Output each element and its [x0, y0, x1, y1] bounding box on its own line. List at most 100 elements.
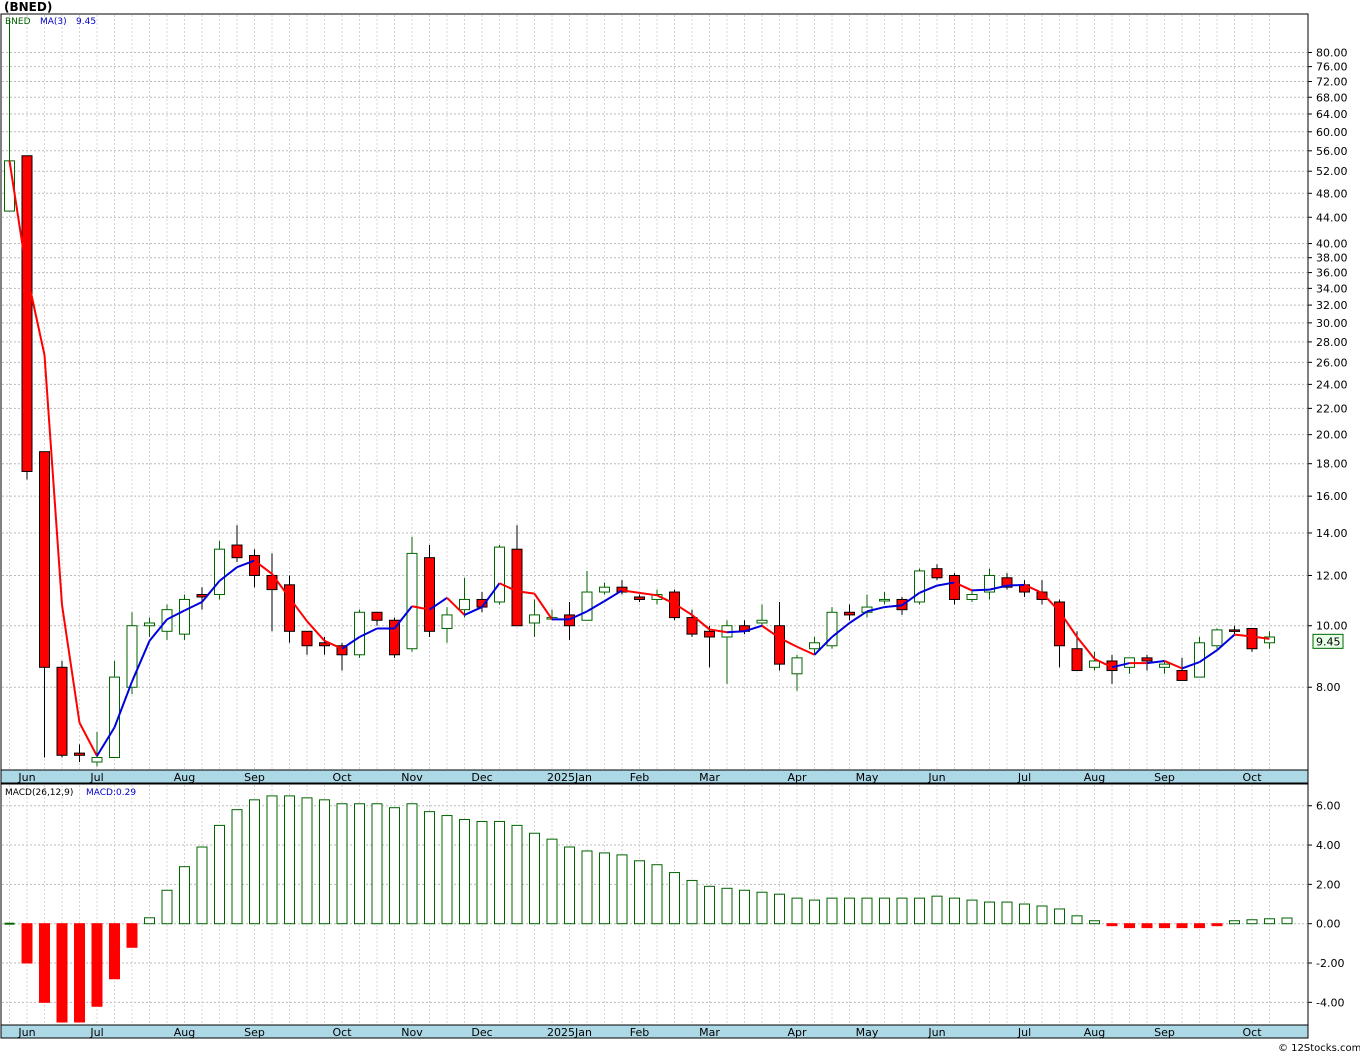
candle-body	[529, 614, 540, 624]
candle-body	[966, 593, 978, 600]
macd-bar	[1246, 919, 1258, 925]
ma-segment	[691, 614, 711, 631]
ma-segment	[1094, 657, 1113, 669]
candle	[704, 625, 715, 668]
candle	[1176, 657, 1188, 681]
macd-bar	[441, 815, 453, 925]
macd-bar	[1211, 923, 1223, 927]
candle-body	[809, 642, 820, 650]
candle-body	[231, 544, 243, 559]
price-tick-label: 80.00	[1316, 46, 1348, 59]
macd-bar	[91, 923, 103, 1007]
ma-segment	[586, 600, 606, 613]
price-tick-label: 72.00	[1316, 76, 1348, 89]
macd-bar	[896, 897, 908, 925]
macd-tick-label: -4.00	[1316, 996, 1344, 1009]
candle-body	[424, 557, 435, 632]
candle-body	[441, 614, 453, 630]
candle-body	[616, 586, 628, 593]
price-tick-label: 14.00	[1316, 527, 1348, 540]
price-tick-label: 40.00	[1316, 238, 1348, 251]
ma-segment	[656, 594, 675, 605]
ma-segment	[324, 639, 343, 650]
month-label: Mar	[699, 771, 720, 784]
macd-bar	[459, 818, 470, 925]
macd-bar	[949, 897, 960, 925]
macd-bar	[1001, 901, 1013, 925]
candle-body	[1176, 670, 1188, 681]
price-tick-label: 64.00	[1316, 108, 1348, 121]
candle	[949, 573, 960, 605]
candle	[91, 732, 103, 767]
macd-bar	[319, 799, 330, 925]
ma-segment	[78, 722, 98, 757]
candle	[336, 642, 348, 671]
month-label: Jul	[1017, 771, 1031, 784]
ma-segment	[884, 604, 903, 609]
ma-segment	[61, 604, 81, 723]
candle	[844, 604, 855, 621]
candle	[511, 525, 523, 627]
candle-body	[914, 570, 925, 603]
candle-body	[1246, 628, 1258, 650]
price-month-band	[0, 769, 1309, 784]
macd-bar	[284, 795, 295, 925]
macd-bar	[196, 846, 208, 925]
candle	[1194, 636, 1205, 678]
ma-segment	[761, 624, 781, 639]
ma-segment	[201, 580, 221, 603]
ma-segment	[499, 582, 518, 593]
month-label: Nov	[401, 1026, 423, 1039]
macd-bar	[861, 897, 873, 925]
candle-body	[1071, 648, 1083, 672]
macd-bar	[581, 850, 593, 925]
month-label: May	[856, 771, 879, 784]
candle-body	[931, 568, 943, 579]
candle	[1229, 625, 1240, 635]
ma-segment	[1181, 661, 1200, 670]
ma-segment	[989, 584, 1008, 591]
ma-segment	[866, 606, 885, 613]
price-tick-label: 28.00	[1316, 336, 1348, 349]
candle-body	[511, 548, 523, 627]
candle-body	[109, 676, 120, 759]
candle-body	[1089, 660, 1100, 668]
candle	[406, 536, 418, 652]
macd-tick-label: 4.00	[1316, 839, 1341, 852]
candle	[826, 607, 838, 649]
macd-bar	[739, 889, 750, 925]
candle	[1211, 628, 1223, 649]
candle	[109, 660, 120, 759]
month-label: Oct	[1242, 1026, 1262, 1039]
ma-segment	[1076, 636, 1096, 660]
ma-segment	[148, 618, 168, 642]
month-label: Sep	[1154, 771, 1175, 784]
ma-segment	[1024, 583, 1043, 594]
macd-bar	[21, 923, 33, 964]
ma-segment	[779, 637, 798, 648]
month-label: Aug	[174, 1026, 195, 1039]
ma-segment	[569, 610, 588, 621]
macd-bar	[214, 824, 225, 925]
ma-segment	[621, 589, 640, 594]
ma-segment	[1058, 610, 1078, 638]
ma-segment	[393, 605, 413, 630]
ma-segment	[936, 581, 955, 587]
ma-segment	[516, 590, 535, 595]
candle	[284, 575, 295, 643]
price-tick-label: 22.00	[1316, 402, 1348, 415]
ma-segment	[709, 628, 728, 634]
candle	[56, 660, 68, 758]
macd-month-band	[0, 1024, 1309, 1039]
price-tick-label: 60.00	[1316, 126, 1348, 139]
macd-bar	[704, 885, 715, 925]
month-label: Sep	[1154, 1026, 1175, 1039]
candle	[371, 611, 383, 626]
candle-body	[844, 611, 855, 616]
candle	[459, 577, 470, 618]
macd-bar	[301, 797, 313, 925]
macd-bar	[1124, 923, 1135, 929]
month-label: Aug	[1084, 1026, 1105, 1039]
candle-body	[879, 598, 890, 602]
ma-segment	[8, 160, 28, 275]
